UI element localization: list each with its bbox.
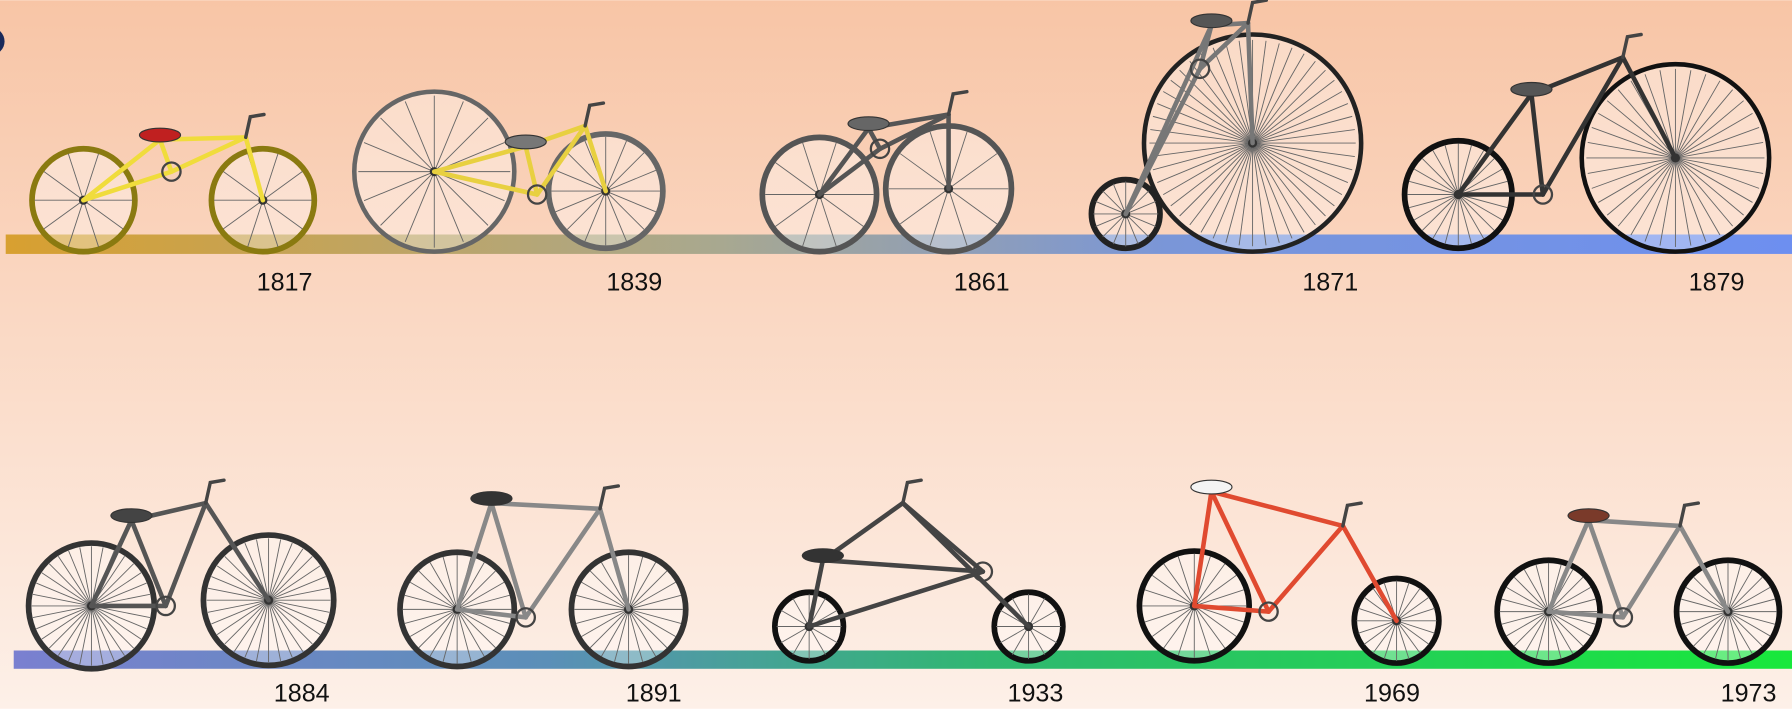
saddle: [111, 509, 152, 523]
year-label: 1871: [1302, 268, 1358, 296]
year-label: 1969: [1364, 680, 1420, 708]
year-label: 1973: [1721, 680, 1777, 708]
saddle: [848, 117, 889, 131]
saddle: [802, 549, 843, 563]
year-label: 1861: [954, 268, 1010, 296]
saddle: [505, 135, 546, 149]
year-label: 1817: [257, 268, 313, 296]
saddle: [1191, 480, 1232, 494]
bicycle-timeline: 1817 1839 1861 1871 1879 1884 1891 1933 1969 1973: [0, 0, 1792, 709]
saddle: [1191, 14, 1232, 28]
year-label: 1879: [1689, 268, 1745, 296]
year-label: 1933: [1007, 680, 1063, 708]
saddle: [139, 128, 180, 142]
saddle: [1511, 83, 1552, 97]
year-label: 1884: [274, 680, 330, 708]
saddle: [471, 492, 512, 506]
year-label: 1891: [626, 680, 682, 708]
saddle: [1568, 509, 1609, 523]
year-label: 1839: [606, 268, 662, 296]
page: 1817 1839 1861 1871 1879 1884 1891 1933 1969 1973…: [0, 0, 1792, 709]
